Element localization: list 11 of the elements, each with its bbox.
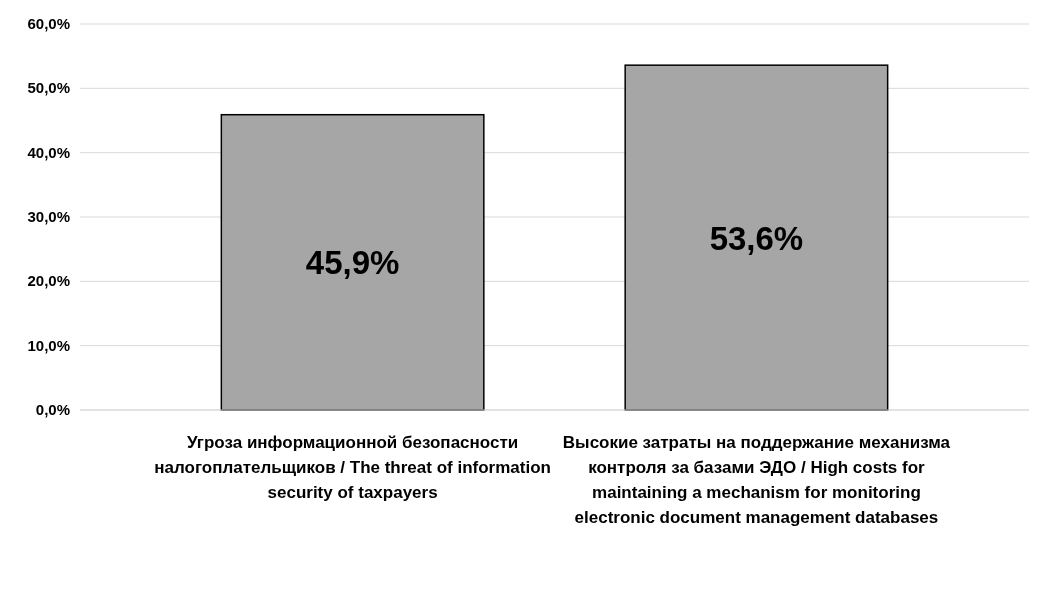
y-tick-label: 60,0% (27, 15, 70, 32)
x-tick-label: Высокие затраты на поддержание механизма контроля за базами ЭДО / High costs for maintaining a mechanism for monitoring electronic document management databases (562, 433, 951, 527)
y-tick-label: 50,0% (27, 79, 70, 97)
y-tick-label: 40,0% (27, 143, 70, 161)
x-tick-label: Угроза информационной безопасности налогоплательщиков / The threat of information security of taxpayers (154, 433, 551, 502)
y-tick-label: 30,0% (27, 208, 70, 225)
data-label: 45,9% (305, 244, 400, 282)
data-label: 53,6% (709, 219, 804, 257)
y-tick-label: 10,0% (27, 336, 70, 354)
y-tick-label: 20,0% (27, 272, 70, 290)
y-tick-label: 0,0% (35, 401, 70, 418)
